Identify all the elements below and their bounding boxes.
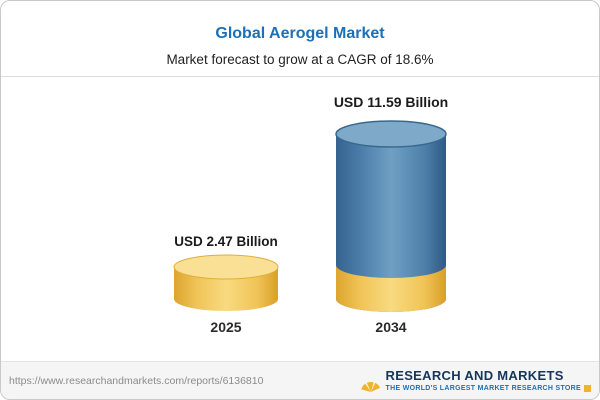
- header-divider: [1, 76, 599, 77]
- bar-2025-cylinder: [173, 254, 279, 311]
- x-axis-label-2025: 2025: [210, 319, 242, 335]
- gold-fan-icon: [360, 381, 380, 392]
- bar-value-label-2034: USD 11.59 Billion: [333, 94, 449, 110]
- chart-title: Global Aerogel Market: [215, 25, 385, 42]
- blue-cylinder-top: [335, 120, 447, 148]
- tagline-row: THE WORLD'S LARGEST MARKET RESEARCH STOR…: [385, 384, 591, 392]
- x-axis-label-2034: 2034: [375, 319, 407, 335]
- gold-cylinder-body: [174, 267, 278, 311]
- footer: https://www.researchandmarkets.com/repor…: [1, 361, 599, 399]
- brand-tagline: THE WORLD'S LARGEST MARKET RESEARCH STOR…: [385, 384, 581, 392]
- bar-value-label-2025: USD 2.47 Billion: [174, 234, 278, 249]
- report-url: https://www.researchandmarkets.com/repor…: [9, 374, 264, 387]
- gold-square-icon: [584, 384, 591, 392]
- gold-cylinder-top: [173, 254, 279, 280]
- brand-name: RESEARCH AND MARKETS: [385, 368, 564, 384]
- logo-text: RESEARCH AND MARKETS THE WORLD'S LARGEST…: [385, 368, 591, 392]
- bar-2034-cylinder: [335, 120, 447, 312]
- chart-subtitle: Market forecast to grow at a CAGR of 18.…: [166, 52, 434, 67]
- research-and-markets-logo: RESEARCH AND MARKETS THE WORLD'S LARGEST…: [360, 368, 591, 392]
- blue-cylinder-gold-base: [336, 265, 446, 312]
- blue-cylinder-body: [336, 134, 446, 312]
